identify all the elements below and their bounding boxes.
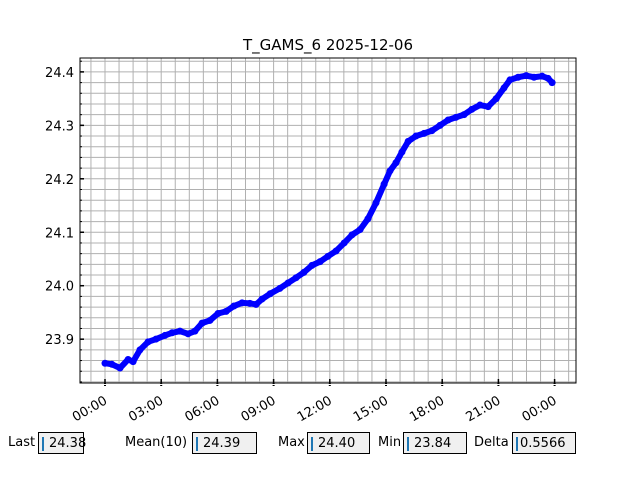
data-point: [198, 319, 206, 327]
data-point: [116, 364, 124, 372]
stat-field-last[interactable]: 24.38: [38, 432, 87, 454]
stat-value-mean: 24.39: [203, 436, 241, 451]
stat-label-delta: Delta: [474, 435, 509, 450]
data-point: [412, 132, 420, 140]
chart-title: T_GAMS_6 2025-12-06: [242, 36, 413, 55]
data-point: [356, 226, 364, 234]
x-tick-label: 03:00: [126, 393, 166, 425]
data-point: [404, 137, 412, 145]
data-point: [420, 129, 428, 137]
data-point: [436, 121, 444, 129]
y-tick-label: 23.9: [45, 333, 74, 348]
data-point: [476, 101, 484, 109]
data-point: [548, 79, 556, 87]
data-point: [300, 268, 308, 276]
stat-field-max[interactable]: 24.40: [307, 432, 370, 454]
data-point: [161, 331, 169, 339]
stat-value-max: 24.40: [318, 436, 356, 451]
data-point: [514, 73, 522, 81]
data-point: [500, 84, 508, 92]
data-point: [386, 167, 394, 175]
data-point: [316, 258, 324, 266]
data-point: [538, 72, 546, 80]
data-point: [348, 231, 356, 239]
data-point: [506, 76, 514, 84]
data-point: [308, 261, 316, 269]
y-tick-label: 24.2: [45, 173, 74, 188]
stat-label-min: Min: [378, 435, 402, 450]
x-tick-label: 15:00: [351, 393, 391, 425]
data-point: [168, 329, 176, 337]
data-point: [246, 299, 254, 307]
data-point: [191, 327, 199, 335]
data-point: [492, 95, 500, 103]
stat-label-last: Last: [8, 435, 36, 450]
data-point: [380, 180, 388, 188]
stat-label-max: Max: [278, 435, 305, 450]
data-point: [398, 148, 406, 156]
data-point: [129, 358, 137, 366]
data-point: [176, 327, 184, 335]
stat-value-delta: 0.5566: [520, 436, 566, 451]
x-tick-label: 21:00: [463, 393, 503, 425]
data-point: [214, 310, 222, 318]
data-point: [276, 284, 284, 292]
data-point: [238, 299, 246, 307]
stat-value-min: 23.84: [414, 436, 452, 451]
x-tick-label: 00:00: [70, 393, 110, 425]
data-point: [252, 300, 260, 308]
data-point: [284, 279, 292, 287]
data-point: [136, 346, 144, 354]
stat-value-last: 24.38: [49, 436, 87, 451]
x-tick-label: 12:00: [295, 393, 335, 425]
y-tick-label: 24.3: [45, 119, 74, 134]
data-point: [152, 335, 160, 343]
data-point: [230, 302, 238, 310]
stat-label-mean: Mean(10): [125, 435, 188, 450]
data-point: [101, 359, 109, 367]
stat-field-min[interactable]: 23.84: [403, 432, 467, 454]
data-point: [392, 159, 400, 167]
data-point: [364, 215, 372, 223]
data-point: [468, 105, 476, 113]
data-point: [452, 113, 460, 121]
y-tick-label: 24.0: [45, 280, 74, 295]
data-point: [292, 274, 300, 282]
data-point: [530, 73, 538, 81]
x-tick-label: 00:00: [520, 393, 560, 425]
data-point: [484, 103, 492, 111]
data-point: [332, 247, 340, 255]
data-point: [460, 111, 468, 119]
data-point: [258, 295, 266, 303]
data-point: [324, 252, 332, 260]
x-tick-label: 09:00: [239, 393, 279, 425]
data-point: [206, 316, 214, 324]
data-point: [108, 360, 116, 368]
plot-frame: [79, 57, 577, 384]
data-point: [144, 338, 152, 346]
y-tick-label: 24.1: [45, 226, 74, 241]
y-tick-label: 24.4: [45, 66, 74, 81]
data-point: [266, 290, 274, 298]
x-tick-label: 18:00: [407, 393, 447, 425]
data-point: [428, 127, 436, 135]
data-point: [444, 116, 452, 124]
x-tick-label: 06:00: [182, 393, 222, 425]
data-point: [372, 199, 380, 207]
data-point: [222, 307, 230, 315]
data-point: [522, 72, 530, 80]
data-point: [340, 239, 348, 247]
stat-field-mean[interactable]: 24.39: [192, 432, 257, 454]
chart: T_GAMS_6 2025-12-06 23.9 24.0 24.1 24.2 24.3…: [45, 36, 577, 425]
data-point: [184, 330, 192, 338]
stat-field-delta[interactable]: 0.5566: [512, 432, 576, 454]
